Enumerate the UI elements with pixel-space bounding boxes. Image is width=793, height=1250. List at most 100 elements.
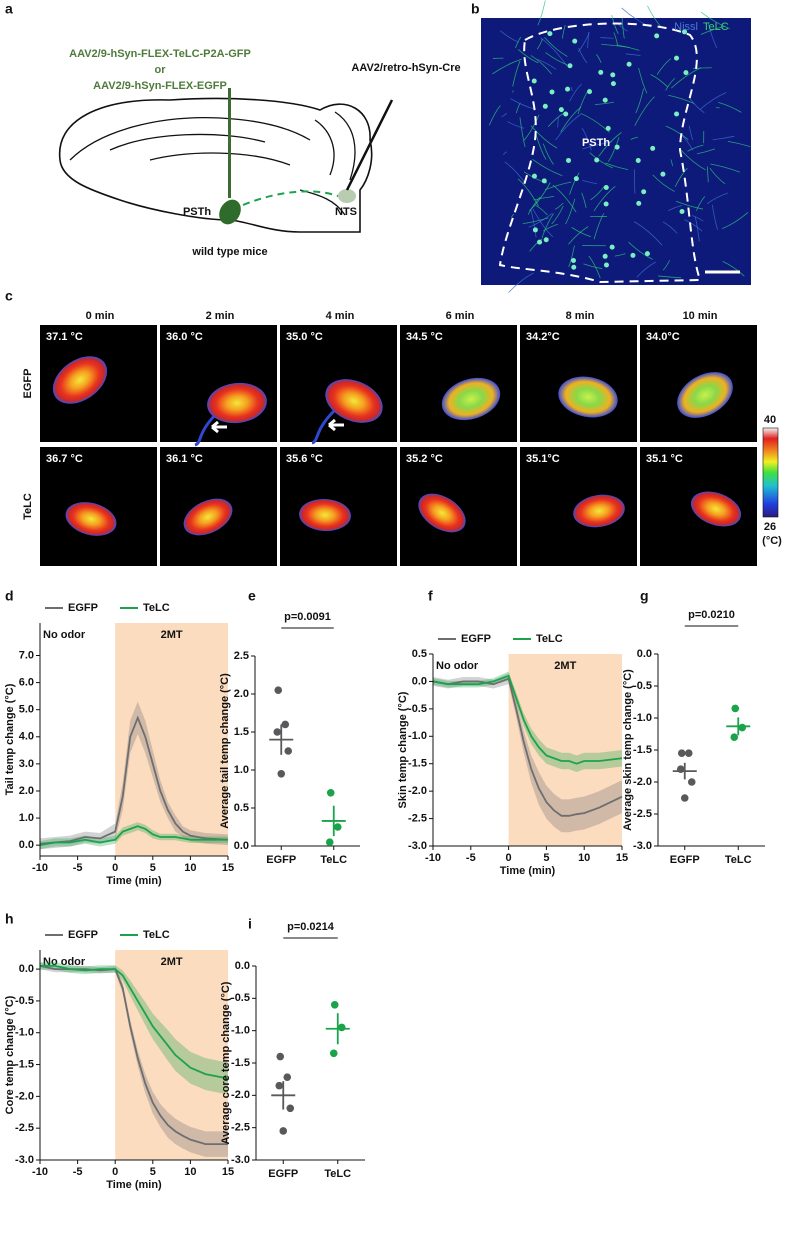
- y-tick-label: -3.0: [15, 1154, 34, 1166]
- cell: [547, 31, 553, 37]
- fiber: [504, 161, 525, 183]
- mouse: [325, 379, 383, 423]
- arrow: [211, 420, 227, 434]
- brain-outline: [58, 97, 373, 233]
- fiber: [630, 136, 639, 140]
- fiber: [614, 253, 626, 257]
- fiber: [601, 43, 630, 48]
- nts-site: [338, 189, 356, 203]
- micrograph: [481, 18, 751, 285]
- mouse: [677, 372, 733, 418]
- y-tick-label: -0.5: [633, 680, 652, 692]
- point: [326, 789, 335, 797]
- x-tick-label: 5: [150, 1166, 156, 1178]
- fiber: [727, 140, 751, 147]
- panel-label: i: [248, 916, 252, 932]
- point: [329, 1049, 338, 1058]
- y-tick-label: 4.0: [19, 731, 34, 743]
- y-tick-label: -2.5: [633, 808, 652, 820]
- fiber: [569, 172, 580, 195]
- fiber: [710, 163, 740, 173]
- x-tick-label: EGFP: [266, 854, 296, 866]
- point: [731, 704, 740, 713]
- y-tick-label: -2.0: [633, 776, 652, 788]
- mouse: [183, 498, 233, 536]
- point: [275, 1081, 284, 1090]
- line: [39, 965, 228, 1145]
- cell: [602, 253, 608, 259]
- temp-label: 35.6 °C: [286, 453, 323, 465]
- fiber: [568, 226, 589, 245]
- mouse: [690, 491, 742, 527]
- region-label: PSTh: [183, 206, 211, 218]
- error-band: [433, 671, 622, 772]
- temp-label: 34.2°C: [526, 331, 560, 343]
- fiber: [577, 32, 590, 52]
- point: [277, 770, 286, 778]
- fiber: [588, 255, 601, 279]
- temp-label: 36.0 °C: [166, 331, 203, 343]
- cell: [573, 176, 579, 182]
- fiber: [555, 113, 582, 141]
- mouse: [52, 356, 108, 404]
- projection: [242, 190, 339, 206]
- fiber: [488, 105, 501, 126]
- cell: [531, 173, 537, 179]
- y-tick-label: -1.0: [231, 1025, 250, 1037]
- cell: [610, 81, 616, 87]
- y-tick-label: 5.0: [19, 704, 34, 716]
- fiber: [709, 167, 726, 185]
- fiber: [670, 159, 673, 167]
- x-tick-label: -10: [32, 862, 48, 874]
- panel-c: c 40 26 (°C) 0 min 2 min 4 min 6 min 8 min 10…: [5, 288, 782, 566]
- cell: [679, 208, 685, 214]
- annotation: 2MT: [161, 629, 183, 641]
- fiber: [510, 98, 534, 110]
- fiber: [688, 97, 705, 114]
- fiber: [582, 141, 613, 150]
- y-tick-label: 3.0: [19, 758, 34, 770]
- panel-label: d: [5, 588, 14, 604]
- cell: [565, 86, 571, 92]
- fiber: [662, 221, 678, 234]
- y-tick-label: -1.0: [633, 712, 652, 724]
- fiber: [568, 245, 575, 268]
- time-label: 6 min: [446, 310, 475, 322]
- fiber: [542, 223, 558, 232]
- legend-label: EGFP: [68, 929, 98, 941]
- fiber: [536, 38, 543, 50]
- mouse: [558, 376, 618, 418]
- panel-b: b Nissl TeLC PSTh: [471, 0, 751, 293]
- fiber: [537, 0, 546, 26]
- injection: [345, 99, 394, 191]
- fiber: [545, 52, 568, 66]
- mouse: [573, 494, 625, 528]
- fiber: [581, 127, 592, 151]
- fiber: [530, 209, 537, 238]
- fiber: [688, 125, 694, 141]
- cell: [572, 38, 578, 44]
- x-tick-label: -5: [466, 852, 476, 864]
- fiber: [650, 74, 669, 88]
- point: [274, 686, 283, 694]
- temp-label: 37.1 °C: [46, 331, 83, 343]
- cell: [567, 63, 573, 69]
- fiber: [582, 180, 598, 185]
- y-tick-label: -1.5: [231, 1057, 250, 1069]
- y-tick-label: -3.0: [408, 840, 427, 852]
- fiber: [596, 54, 602, 63]
- fiber: [706, 192, 728, 204]
- y-tick-label: 2.5: [234, 650, 249, 662]
- fiber: [565, 198, 576, 225]
- fiber: [608, 137, 620, 162]
- y-tick-label: -0.5: [408, 703, 427, 715]
- cell: [660, 171, 666, 177]
- legend-label: TeLC: [143, 929, 170, 941]
- cell: [626, 61, 632, 67]
- cell: [598, 69, 604, 75]
- x-tick-label: 15: [616, 852, 628, 864]
- cell: [641, 189, 647, 195]
- cell: [635, 157, 641, 163]
- fiber: [722, 260, 745, 277]
